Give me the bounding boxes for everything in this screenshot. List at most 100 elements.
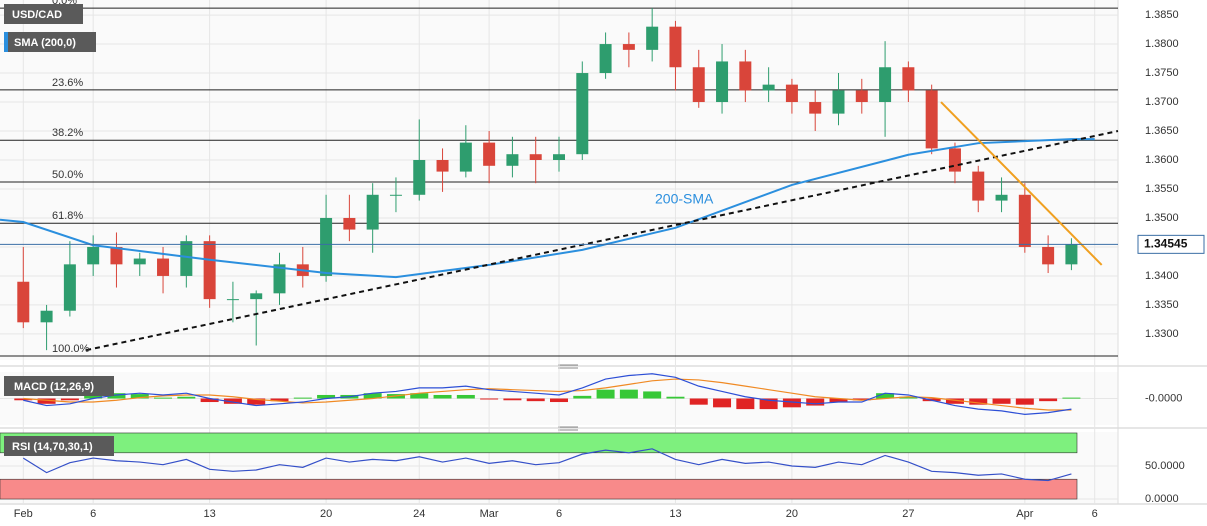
y-tick-label: 1.3400: [1145, 270, 1179, 282]
x-tick-label: Apr: [1016, 508, 1033, 520]
y-tick-label: 50.0000: [1145, 460, 1185, 472]
macd-histogram: [154, 397, 173, 399]
y-tick-label: 1.3650: [1145, 125, 1179, 137]
x-tick-label: Mar: [480, 508, 499, 520]
macd-histogram: [410, 393, 429, 399]
candle-body: [436, 160, 449, 172]
marks: [0, 7, 1119, 500]
candle-body: [669, 26, 682, 68]
candle-body: [576, 73, 589, 155]
x-tick-label: 6: [1092, 508, 1098, 520]
candle-body: [413, 160, 426, 195]
candle-body: [739, 61, 752, 91]
resize-handle[interactable]: [558, 426, 578, 431]
trendline: [940, 101, 1103, 266]
x-tick-label: 13: [669, 508, 681, 520]
y-tick-label: 1.3700: [1145, 96, 1179, 108]
legend-indicator: SMA (200,0): [14, 37, 76, 49]
legend-box: [4, 376, 114, 396]
macd-histogram: [1015, 398, 1034, 405]
trendline: [85, 130, 1119, 352]
macd-histogram: [107, 393, 126, 399]
macd-histogram: [666, 396, 685, 399]
fib-label: 61.8%: [52, 210, 83, 222]
macd-histogram: [317, 394, 336, 399]
macd-histogram: [223, 398, 242, 404]
macd-histogram: [84, 394, 103, 399]
fib-label: 23.6%: [52, 77, 83, 89]
macd-histogram: [480, 398, 499, 400]
macd-histogram: [247, 398, 266, 405]
candle-body: [366, 194, 379, 230]
candle-body: [855, 90, 868, 103]
x-tick-label: Feb: [14, 508, 33, 520]
candle-body: [692, 67, 705, 103]
candle-body: [762, 84, 775, 91]
x-tick-label: 20: [786, 508, 798, 520]
candle-body: [529, 154, 542, 160]
y-tick-label: 1.3300: [1145, 328, 1179, 340]
macd-histogram: [293, 397, 312, 399]
candle-body: [716, 61, 729, 103]
y-tick-label: 0.0000: [1145, 493, 1179, 505]
macd-histogram: [37, 398, 56, 404]
x-tick-label: 6: [90, 508, 96, 520]
y-tick-label: 1.3750: [1145, 67, 1179, 79]
candle-body: [506, 154, 519, 166]
x-tick-label: 27: [902, 508, 914, 520]
y-tick-label: 1.3850: [1145, 9, 1179, 21]
y-tick-label: 1.3350: [1145, 299, 1179, 311]
candle-body: [948, 148, 961, 172]
macd-histogram: [736, 398, 755, 410]
candle-body: [879, 67, 892, 103]
macd-line: [23, 373, 1072, 416]
rsi-band: [0, 478, 1078, 500]
candle-body: [180, 241, 193, 276]
macd-histogram: [619, 389, 638, 399]
macd-histogram: [596, 389, 615, 399]
last-price-tag: [1137, 234, 1205, 254]
candle-body: [273, 264, 286, 294]
candle-body: [972, 171, 985, 201]
macd-histogram: [899, 396, 918, 399]
legend-box: [4, 4, 83, 24]
macd-histogram: [945, 398, 964, 404]
candle-body: [110, 246, 123, 265]
candle-body: [203, 241, 216, 300]
candle-body: [1065, 244, 1078, 265]
candle-body: [483, 142, 496, 166]
resize-handle[interactable]: [558, 364, 578, 369]
x-tick-label: 24: [413, 508, 425, 520]
macd-histogram: [573, 395, 592, 399]
candle-body: [250, 293, 263, 300]
macd-histogram: [60, 398, 79, 401]
macd-histogram: [270, 398, 289, 402]
macd-histogram: [14, 398, 33, 401]
macd-histogram: [713, 398, 732, 408]
x-tick-label: 13: [204, 508, 216, 520]
macd-histogram: [782, 398, 801, 408]
candle-body: [902, 67, 915, 91]
macd-histogram: [456, 394, 475, 399]
macd-histogram: [550, 398, 568, 403]
x-tick-label: 6: [556, 508, 562, 520]
signal-line: [23, 378, 1072, 411]
candle-body: [133, 258, 146, 265]
candle-body: [157, 258, 170, 276]
candle-body: [995, 194, 1008, 201]
y-tick-label: 1.3800: [1145, 38, 1179, 50]
macd-histogram: [130, 394, 149, 399]
candle-body: [785, 84, 798, 103]
candle-body: [1042, 246, 1055, 265]
candle-body: [343, 217, 356, 230]
macd-histogram: [1039, 398, 1058, 402]
candle-body: [40, 310, 53, 323]
macd-histogram: [363, 393, 382, 399]
last-price-label: 1.34545: [1144, 237, 1188, 251]
macd-histogram: [806, 398, 825, 406]
y-tick-label: 1.3550: [1145, 183, 1179, 195]
candle-body: [925, 90, 938, 149]
legend-rsi: RSI (14,70,30,1): [12, 441, 93, 453]
legend-macd: MACD (12,26,9): [14, 381, 94, 393]
